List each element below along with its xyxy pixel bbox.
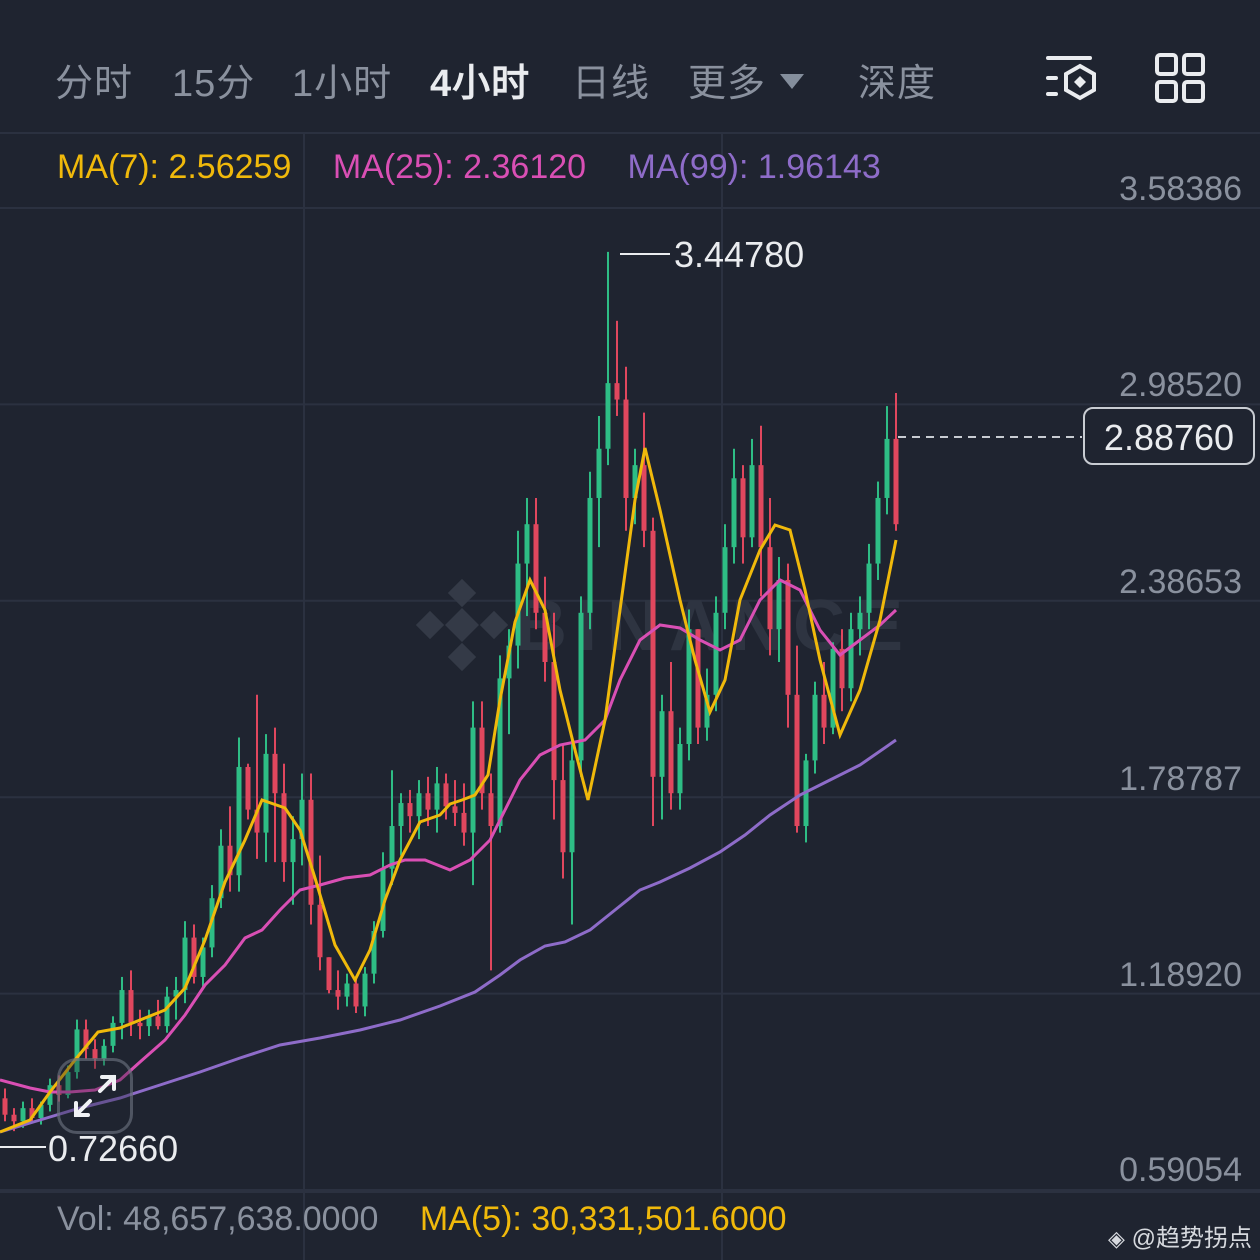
tab-depth[interactable]: 深度 bbox=[858, 63, 937, 105]
ma25-value: MA(25): 2.36120 bbox=[332, 148, 587, 186]
volume-value: Vol: 48,657,638.0000 bbox=[57, 1200, 379, 1238]
volume-legend: Vol: 48,657,638.0000 MA(5): 30,331,501.6… bbox=[57, 1200, 787, 1239]
ma7-value: MA(7): 2.56259 bbox=[57, 148, 292, 186]
caret-down-icon bbox=[780, 74, 805, 90]
ma-legend: MA(7): 2.56259 MA(25): 2.36120 MA(99): 1… bbox=[57, 148, 913, 187]
expand-arrows-icon bbox=[74, 1075, 116, 1117]
tab-1hour[interactable]: 1小时 bbox=[292, 63, 393, 105]
tab-more-label: 更多 bbox=[688, 63, 767, 105]
price-tick: 1.18920 bbox=[1119, 956, 1242, 994]
indicator-settings-icon[interactable] bbox=[1044, 52, 1100, 108]
low-price-annotation: 0.72660 bbox=[48, 1128, 179, 1169]
tab-more-dropdown[interactable]: 更多 bbox=[688, 52, 805, 107]
price-tick: 3.58386 bbox=[1119, 170, 1242, 208]
volume-ma5-value: MA(5): 30,331,501.6000 bbox=[419, 1200, 787, 1238]
timeframe-bar: 分时 15分 1小时 4小时 日线 更多 深度 bbox=[0, 0, 1260, 134]
ma99-line bbox=[0, 738, 897, 1134]
candles bbox=[2, 251, 899, 1132]
tab-daily[interactable]: 日线 bbox=[572, 63, 651, 105]
tab-15min[interactable]: 15分 bbox=[172, 63, 256, 105]
high-price-annotation: 3.44780 bbox=[674, 234, 805, 275]
tab-time-sharing[interactable]: 分时 bbox=[55, 63, 134, 105]
credit-text: @趋势拐点 bbox=[1131, 1225, 1252, 1252]
ma25-line bbox=[0, 578, 898, 1094]
price-tick: 2.98520 bbox=[1119, 366, 1242, 404]
tab-4hour[interactable]: 4小时 bbox=[430, 63, 531, 105]
layout-grid-icon[interactable] bbox=[1154, 52, 1210, 108]
price-tick: 1.78787 bbox=[1119, 760, 1242, 798]
ma7-line bbox=[0, 447, 898, 1134]
price-tick: 0.59054 bbox=[1119, 1151, 1242, 1189]
chart-grid bbox=[0, 132, 1260, 1260]
ma99-value: MA(99): 1.96143 bbox=[627, 148, 881, 186]
price-tick: 2.38653 bbox=[1119, 563, 1242, 601]
credit-watermark: ◈ @趋势拐点 bbox=[1108, 1218, 1252, 1253]
expand-chart-button[interactable] bbox=[57, 1058, 133, 1134]
current-price-tag[interactable]: 2.88760 bbox=[1083, 407, 1255, 465]
binance-logo-icon: ◈ bbox=[1108, 1226, 1125, 1251]
